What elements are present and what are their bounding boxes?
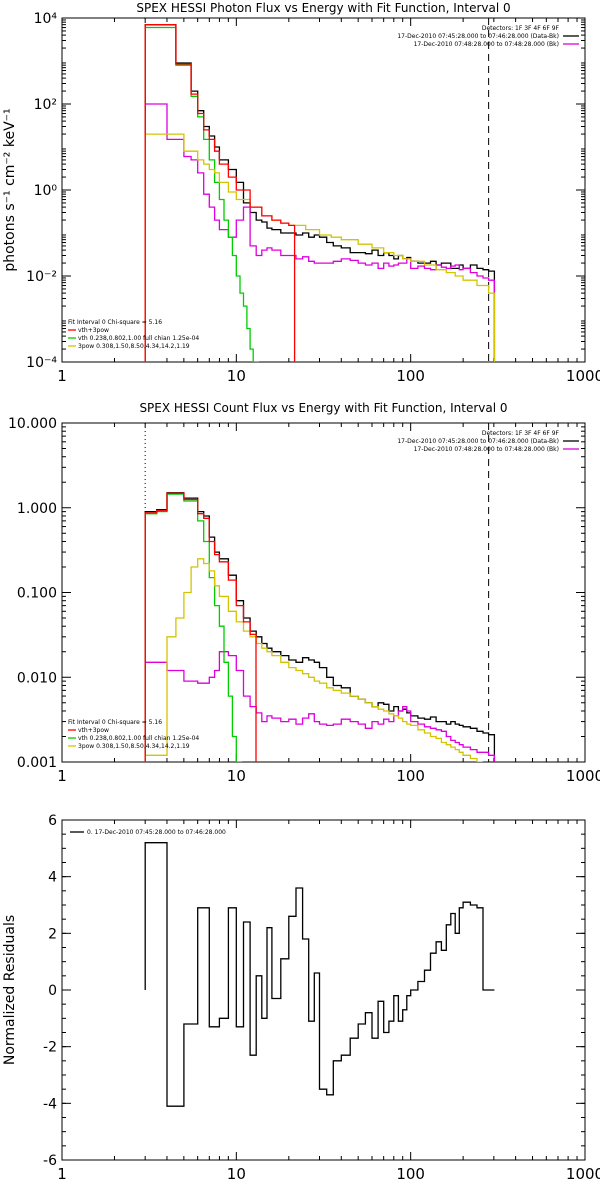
count-flux-panel: SPEX HESSI Count Flux vs Energy with Fit… <box>8 401 600 785</box>
legend-bottom-entry: 3pow 0.308,1.50,8.50,4.34,14.2,1.19 <box>78 743 190 750</box>
legend-bottom-entry: vth+3pow <box>78 327 109 334</box>
y-tick-label: 10² <box>34 97 57 113</box>
legend-bottom-entry: vth 0.238,0.802,1.00 full chian 1.25e-04 <box>78 335 199 342</box>
y-tick-label: -2 <box>43 1040 57 1056</box>
y-tick-label: 6 <box>48 813 57 829</box>
series-vth-3pow <box>144 492 257 762</box>
series-data-bk <box>144 24 496 362</box>
y-tick-label: 10⁰ <box>34 183 58 199</box>
photon-flux-panel: SPEX HESSI Photon Flux vs Energy with Fi… <box>2 1 600 385</box>
plot-frame <box>61 422 586 763</box>
series-bk <box>144 103 496 362</box>
legend-bottom-entry: Fit Interval 0 Chi-square = 5.16 <box>68 719 162 726</box>
x-tick-label: 100 <box>396 767 425 785</box>
legend-top-entry: 17-Dec-2010 07:48:28.000 to 07:48:28.000… <box>414 41 559 48</box>
y-tick-label: 10⁴ <box>34 11 58 27</box>
chart-title: SPEX HESSI Photon Flux vs Energy with Fi… <box>136 1 510 15</box>
legend-bottom-entry: 3pow 0.308,1.50,8.50,4.34,14.2,1.19 <box>78 343 190 350</box>
x-tick-label: 1000 <box>566 767 600 785</box>
plot-frame <box>61 17 586 363</box>
y-tick-label: 0.001 <box>17 755 57 771</box>
x-tick-label: 100 <box>396 367 425 385</box>
series-bk <box>144 651 496 762</box>
y-tick-label: 10.000 <box>8 416 57 432</box>
x-tick-label: 1 <box>57 367 67 385</box>
series-vth <box>144 26 260 362</box>
x-tick-label: 10 <box>227 367 246 385</box>
y-tick-label: 1.000 <box>17 501 57 517</box>
series-residuals <box>144 842 495 1107</box>
residuals-panel: 1 10 100 1000 -6 -4 -2 0 2 4 6 Normalized Residuals… <box>2 813 600 1183</box>
series-3pow <box>144 133 496 362</box>
x-tick-label: 100 <box>396 1165 425 1183</box>
plot-frame <box>61 819 586 1161</box>
legend-entry: 0. 17-Dec-2010 07:45:28.000 to 07:46:28.… <box>87 829 226 836</box>
y-tick-label: 0.100 <box>17 586 57 602</box>
y-axis-label: Normalized Residuals <box>2 915 18 1065</box>
series-vth-3pow <box>144 24 296 362</box>
legend-bottom-entry: Fit Interval 0 Chi-square = 5.16 <box>68 319 162 326</box>
legend-top-entry: Detectors: 1F 3F 4F 6F 9F <box>482 25 560 32</box>
y-tick-label: -6 <box>43 1153 57 1169</box>
y-tick-label: 2 <box>48 926 57 942</box>
series-group <box>144 24 496 362</box>
series-3pow <box>144 558 483 762</box>
x-tick-label: 1000 <box>566 1165 600 1183</box>
y-tick-label: 10⁻⁴ <box>26 355 57 371</box>
x-tick-label: 10 <box>227 1165 246 1183</box>
series-group <box>144 842 495 1107</box>
y-tick-label: 4 <box>48 870 57 886</box>
x-tick-label: 10 <box>227 767 246 785</box>
legend-top-entry: 17-Dec-2010 07:45:28.000 to 07:46:28.000… <box>397 33 559 40</box>
y-tick-label: 0 <box>48 983 57 999</box>
x-tick-label: 1 <box>57 1165 67 1183</box>
legend-bottom-entry: vth+3pow <box>78 727 109 734</box>
legend-bottom-entry: vth 0.238,0.802,1.00 full chian 1.25e-04 <box>78 735 199 742</box>
y-tick-label: 10⁻² <box>26 269 57 285</box>
chart-title: SPEX HESSI Count Flux vs Energy with Fit… <box>139 401 507 415</box>
y-axis-label: photons s⁻¹ cm⁻² keV⁻¹ <box>2 108 18 271</box>
x-tick-label: 1000 <box>566 367 600 385</box>
series-data-bk <box>144 492 496 762</box>
y-tick-label: 0.010 <box>17 670 57 686</box>
y-tick-label: -4 <box>43 1096 57 1112</box>
legend-top-entry: Detectors: 1F 3F 4F 6F 9F <box>482 430 560 437</box>
legend-top-entry: 17-Dec-2010 07:45:28.000 to 07:46:28.000… <box>397 438 559 445</box>
legend-top-entry: 17-Dec-2010 07:48:28.000 to 07:48:28.000… <box>414 446 559 453</box>
x-tick-label: 1 <box>57 767 67 785</box>
series-group <box>144 492 496 762</box>
